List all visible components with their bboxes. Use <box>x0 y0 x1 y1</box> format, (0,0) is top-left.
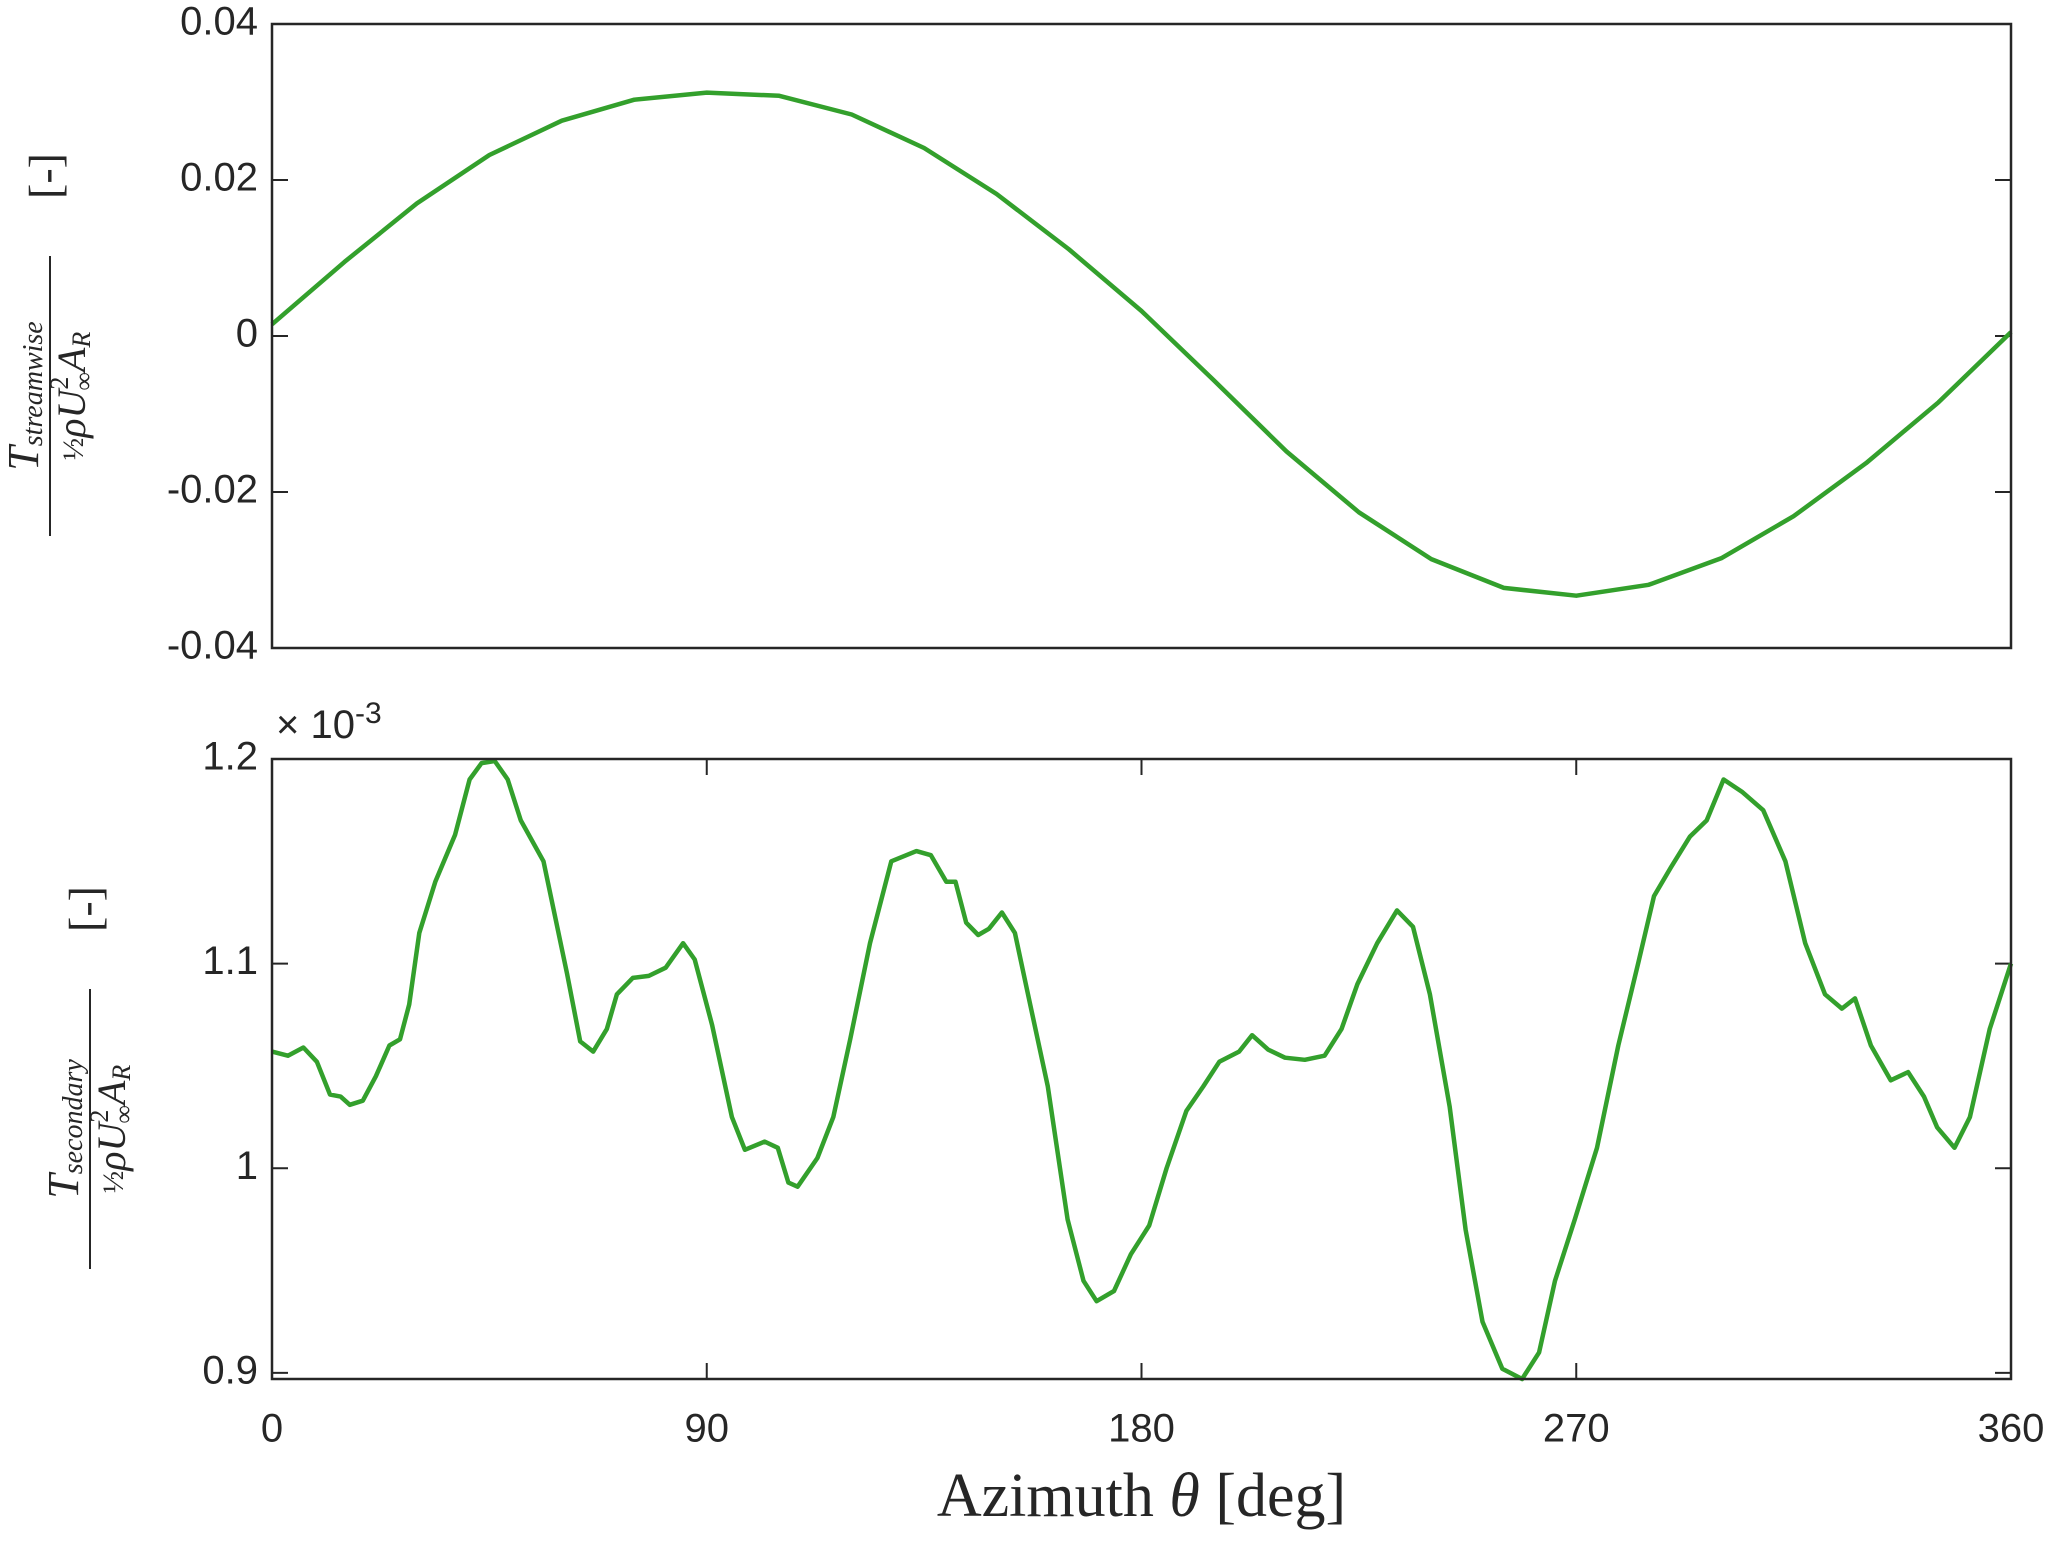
y-tick-label: 1 <box>236 1144 258 1188</box>
y-label-rho-u: ρU <box>89 1120 134 1173</box>
y-tick-label: 1.2 <box>202 735 258 779</box>
y-label-symbol: T <box>39 1171 88 1199</box>
y-label-power: 2 <box>85 1110 114 1123</box>
y-tick-label: 0.9 <box>202 1348 258 1392</box>
x-tick-label: 90 <box>685 1407 730 1451</box>
y-label-area: A <box>49 347 94 375</box>
y-tick-label: 0.04 <box>180 0 258 44</box>
x-label-text: Azimuth <box>937 1462 1169 1530</box>
x-label: Azimuth θ [deg] <box>937 1462 1346 1530</box>
x-tick-label: 360 <box>1978 1407 2045 1451</box>
multiplier-exponent: -3 <box>355 697 382 730</box>
y-label-unit: [-] <box>20 153 71 199</box>
x-tick-label: 0 <box>261 1407 283 1451</box>
y-label-area-sub: R <box>67 332 96 349</box>
y-tick-label: 0 <box>236 312 258 356</box>
y-label-inf: ∞ <box>109 1105 138 1124</box>
y-label-subscript: secondary <box>58 1059 89 1175</box>
data-line <box>271 758 2014 1382</box>
y-tick-label: -0.04 <box>167 624 258 668</box>
data-line <box>270 90 2013 598</box>
plot-frame <box>270 22 2013 650</box>
x-label-symbol: θ <box>1169 1462 1199 1530</box>
y-tick-label: 1.1 <box>202 939 258 983</box>
x-label-unit: [deg] <box>1200 1462 1346 1530</box>
y-label-subscript: streamwise <box>18 321 49 446</box>
plot-frame <box>270 757 2013 1381</box>
y-label-area-sub: R <box>107 1065 136 1082</box>
y-label-half: ½ <box>57 438 90 461</box>
multiplier-base: × 10 <box>276 703 355 747</box>
x-tick-label: 270 <box>1543 1407 1610 1451</box>
y-label-half: ½ <box>97 1171 130 1194</box>
y-tick-label: -0.02 <box>167 468 258 512</box>
y-label-numerator: Tsecondary <box>39 1059 89 1199</box>
y-label-symbol: T <box>0 443 48 471</box>
y-label-inf: ∞ <box>69 372 98 391</box>
y-label-denominator: ½ρU2∞AR <box>45 332 98 461</box>
x-tick-label: 180 <box>1108 1407 1175 1451</box>
y-label-area: A <box>89 1080 134 1108</box>
y-label-numerator: Tstreamwise <box>0 321 49 470</box>
y-label-unit: [-] <box>60 886 111 932</box>
y-tick-label: 0.02 <box>180 156 258 200</box>
y-label-rho-u: ρU <box>49 387 94 440</box>
y-label-denominator: ½ρU2∞AR <box>85 1065 138 1194</box>
y-multiplier: × 10-3 <box>276 697 382 747</box>
y-label-power: 2 <box>45 377 74 390</box>
